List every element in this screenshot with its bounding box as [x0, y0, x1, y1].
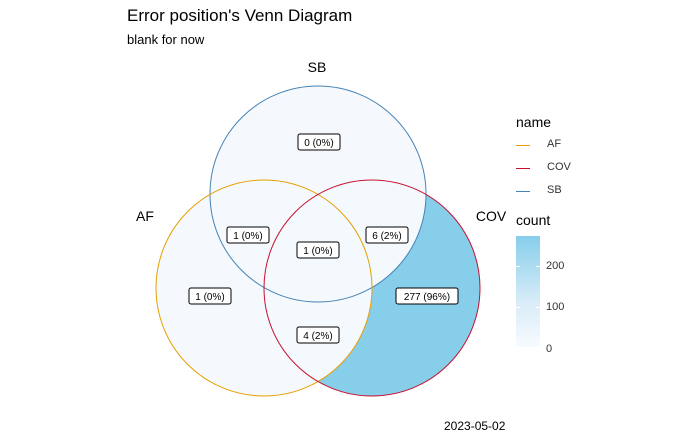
- count-colorbar: [516, 236, 540, 347]
- colorbar-tick-100-right: [536, 307, 540, 308]
- region-label-cov-only: 277 (96%): [395, 287, 459, 305]
- chart-subtitle: blank for now: [127, 32, 205, 47]
- svg-text:1 (0%): 1 (0%): [195, 292, 224, 303]
- venn-region-fills: [156, 86, 480, 396]
- colorbar-label-200: 200: [546, 260, 565, 272]
- set-outline-af: [155, 179, 373, 397]
- legend-swatch-cov: [516, 168, 530, 169]
- legend-swatch-af: [516, 145, 530, 146]
- region-label-sb-cov: 6 (2%): [365, 226, 409, 244]
- svg-text:0 (0%): 0 (0%): [304, 138, 333, 149]
- legend-label-af: AF: [547, 138, 562, 150]
- region-label-af-cov: 4 (2%): [296, 326, 340, 344]
- set-label-cov: COV: [476, 208, 507, 224]
- svg-text:277 (96%): 277 (96%): [404, 292, 450, 303]
- legend-swatch-sb: [516, 191, 530, 192]
- colorbar-label-0: 0: [546, 343, 553, 355]
- chart-title: Error position's Venn Diagram: [127, 6, 353, 25]
- svg-text:1 (0%): 1 (0%): [233, 231, 262, 242]
- svg-text:1 (0%): 1 (0%): [303, 246, 332, 257]
- svg-text:6 (2%): 6 (2%): [372, 231, 401, 242]
- set-label-sb: SB: [308, 59, 327, 75]
- region-label-sb-only: 0 (0%): [297, 133, 341, 151]
- svg-text:4 (2%): 4 (2%): [303, 331, 332, 342]
- colorbar-tick-200: [516, 266, 520, 267]
- region-label-af-only: 1 (0%): [188, 287, 232, 305]
- region-label-af-sb: 1 (0%): [226, 226, 270, 244]
- colorbar-tick-100: [516, 307, 520, 308]
- colorbar-tick-200-right: [536, 266, 540, 267]
- legend-label-cov: COV: [547, 161, 571, 173]
- chart-caption: 2023-05-02: [444, 419, 506, 433]
- set-label-af: AF: [136, 208, 154, 224]
- legend-label-sb: SB: [547, 184, 562, 196]
- legend-name-title: name: [516, 114, 552, 130]
- set-outline-cov: [263, 179, 481, 397]
- region-label-af-sb-cov: 1 (0%): [296, 241, 340, 259]
- legend-count-title: count: [516, 212, 551, 228]
- colorbar-label-100: 100: [546, 301, 565, 313]
